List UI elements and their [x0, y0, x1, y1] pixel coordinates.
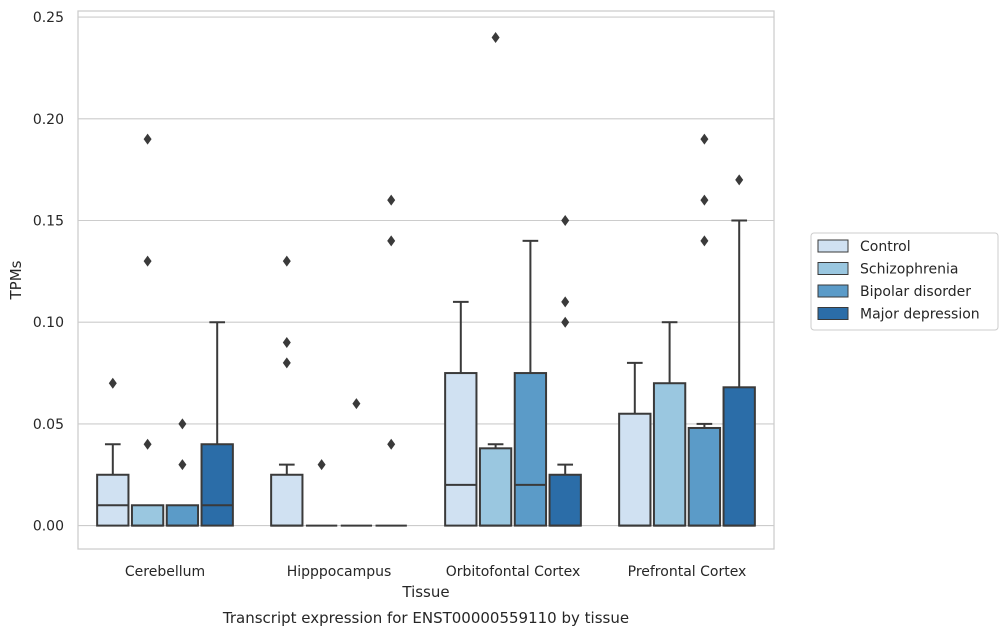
x-axis-ticks: Cerebellum Hipppocampus Orbitofontal Corte… [125, 564, 746, 580]
legend-label: Major depression [860, 307, 980, 323]
x-tick-label: Prefrontal Cortex [628, 564, 747, 580]
outlier-point [387, 194, 396, 206]
box [652, 382, 687, 527]
x-axis-label: Tissue [401, 583, 449, 601]
outlier-point [387, 438, 396, 450]
box [548, 473, 582, 527]
y-tick-label: 0.10 [33, 315, 64, 331]
boxes [96, 31, 756, 527]
legend-frame [810, 232, 999, 331]
outlier-point [143, 133, 152, 145]
legend-label: Bipolar disorder [860, 284, 971, 300]
box [478, 447, 513, 527]
box [687, 426, 722, 527]
outlier-point [561, 215, 570, 227]
chart-title: Transcript expression for ENST0000055911… [222, 609, 629, 627]
y-tick-label: 0.25 [33, 10, 64, 26]
legend-label: Control [860, 239, 911, 255]
y-axis-label: TPMs [7, 260, 25, 300]
box [444, 372, 478, 527]
outlier-point [282, 255, 291, 267]
legend-swatch [817, 262, 849, 275]
outlier-point [178, 418, 187, 430]
outlier-point [700, 133, 709, 145]
outlier-point [352, 398, 361, 410]
legend: Control Schizophrenia Bipolar disorder Majo… [810, 232, 999, 331]
box [513, 372, 548, 527]
outlier-point [491, 31, 500, 43]
x-tick-label: Orbitofontal Cortex [446, 564, 581, 580]
outlier-point [735, 174, 744, 186]
outlier-point [561, 316, 570, 328]
outlier-point [387, 235, 396, 247]
box [96, 473, 130, 527]
outlier-point [282, 337, 291, 349]
y-tick-label: 0.20 [33, 112, 64, 128]
box [200, 443, 234, 527]
box [722, 386, 756, 527]
y-tick-label: 0.15 [33, 214, 64, 230]
x-tick-label: Hipppocampus [287, 564, 392, 580]
legend-label: Schizophrenia [860, 262, 958, 278]
outlier-point [700, 235, 709, 247]
outlier-point [178, 459, 187, 471]
outlier-point [317, 459, 326, 471]
y-tick-label: 0.00 [33, 519, 64, 535]
box [618, 412, 652, 527]
y-tick-label: 0.05 [33, 417, 64, 433]
x-tick-label: Cerebellum [125, 564, 205, 580]
outlier-point [143, 438, 152, 450]
box [130, 504, 165, 527]
legend-swatch [817, 284, 849, 298]
box [270, 473, 304, 527]
outlier-point [282, 357, 291, 369]
legend-swatch [817, 307, 849, 320]
box [165, 504, 200, 527]
y-axis-ticks: 0.00 0.05 0.10 0.15 0.20 0.25 [33, 10, 64, 535]
outlier-point [108, 377, 117, 389]
legend-swatch [817, 239, 849, 253]
outlier-point [143, 255, 152, 267]
outlier-point [561, 296, 570, 308]
outlier-point [700, 194, 709, 206]
